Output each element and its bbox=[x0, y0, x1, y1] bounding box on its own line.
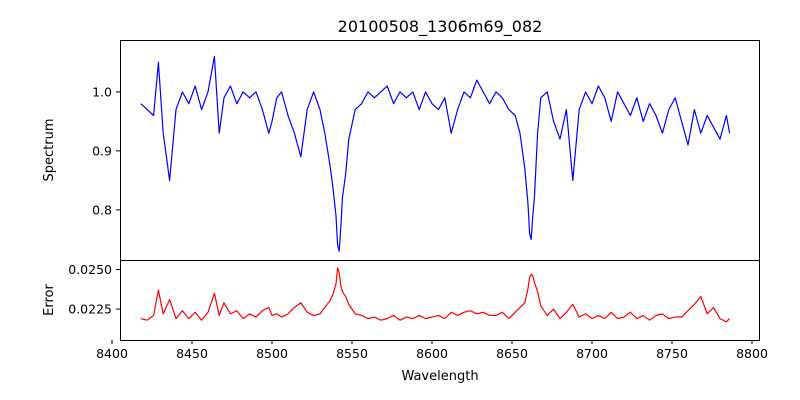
x-tick-label: 8600 bbox=[416, 346, 448, 361]
y-tick-label: 0.0225 bbox=[68, 302, 112, 317]
x-tick-label: 8500 bbox=[256, 346, 288, 361]
x-tick-label: 8700 bbox=[576, 346, 608, 361]
error-panel: 0.0225 0.0250 8400 8450 8500 8550 8600 8650 870… bbox=[42, 260, 768, 384]
spectrum-plot-area bbox=[140, 55, 731, 252]
error-plot-area bbox=[140, 267, 731, 323]
spectrum-panel: 0.8 0.9 1.0 Spectrum bbox=[42, 40, 760, 261]
error-y-axis: 0.0225 0.0250 bbox=[68, 262, 120, 317]
y-tick-label: 0.8 bbox=[92, 202, 112, 217]
x-tick-label: 8550 bbox=[336, 346, 368, 361]
x-axis-label: Wavelength bbox=[401, 369, 478, 384]
chart-title: 20100508_1306m69_082 bbox=[338, 17, 543, 37]
spectrum-y-axis: 0.8 0.9 1.0 bbox=[92, 84, 120, 217]
y-tick-label: 1.0 bbox=[92, 84, 112, 99]
x-tick-label: 8450 bbox=[176, 346, 208, 361]
y-tick-label: 0.9 bbox=[92, 143, 112, 158]
error-axes-frame bbox=[120, 260, 760, 341]
x-tick-label: 8400 bbox=[96, 346, 128, 361]
spectrum-axes-frame bbox=[120, 40, 760, 261]
y-tick-label: 0.0250 bbox=[68, 262, 112, 277]
spectrum-y-label: Spectrum bbox=[42, 119, 57, 182]
x-tick-label: 8750 bbox=[656, 346, 688, 361]
error-series-line bbox=[140, 267, 731, 323]
x-tick-label: 8650 bbox=[496, 346, 528, 361]
error-y-label: Error bbox=[42, 284, 57, 316]
wavelength-x-axis: 8400 8450 8500 8550 8600 8650 8700 8750 8800 bbox=[96, 340, 768, 361]
spectrum-series-line bbox=[140, 55, 731, 252]
x-tick-label: 8800 bbox=[736, 346, 768, 361]
